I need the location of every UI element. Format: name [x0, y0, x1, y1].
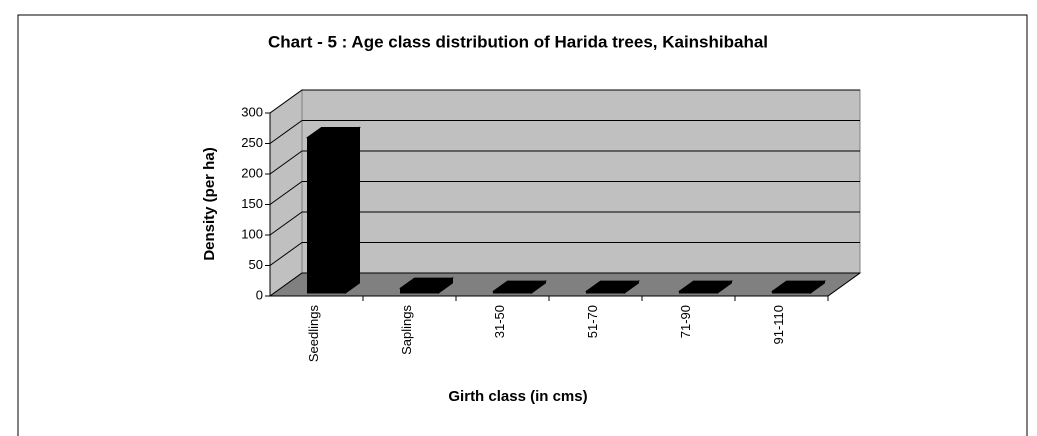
x-tick-label: Saplings [399, 305, 414, 355]
bar [491, 280, 548, 294]
grid-line [269, 211, 860, 236]
bar-face [491, 280, 548, 292]
bar [305, 126, 362, 294]
x-tick-label: 71-90 [678, 305, 693, 338]
x-axis-depth [827, 272, 861, 297]
y-tick-label: 250 [241, 135, 263, 150]
chart-border [17, 14, 1028, 436]
x-tick-label: 91-110 [771, 305, 786, 345]
y-tick-label: 300 [241, 104, 263, 119]
grid-line [269, 242, 860, 266]
y-tick-label: 150 [241, 196, 263, 211]
bar-face [398, 277, 455, 289]
x-axis-title: Girth class (in cms) [448, 388, 587, 405]
y-axis-title: Density (per ha) [201, 147, 218, 260]
bar-face [307, 136, 346, 294]
bar [677, 280, 734, 294]
grid-line [269, 272, 860, 297]
grid-line [269, 89, 860, 114]
bar-face [584, 280, 641, 292]
x-tick-label: Seedlings [306, 305, 321, 363]
bar-face [677, 280, 734, 292]
grid-line [269, 150, 860, 175]
bar [398, 277, 455, 294]
y-tick-label: 50 [249, 257, 263, 272]
bar-face [770, 280, 827, 292]
bar [770, 280, 827, 294]
y-tick-label: 200 [241, 165, 263, 180]
y-tick-label: 0 [256, 287, 263, 302]
bar-face [400, 287, 439, 294]
x-tick-label: 51-70 [585, 305, 600, 338]
chart-title: Chart - 5 : Age class distribution of Ha… [268, 32, 768, 51]
x-tick-label: 31-50 [492, 305, 507, 338]
grid-line [269, 181, 860, 205]
bar [584, 280, 641, 294]
bar-face [345, 126, 360, 294]
y-tick-label: 100 [241, 226, 263, 241]
bar-face [305, 126, 362, 138]
grid-line [269, 120, 860, 144]
